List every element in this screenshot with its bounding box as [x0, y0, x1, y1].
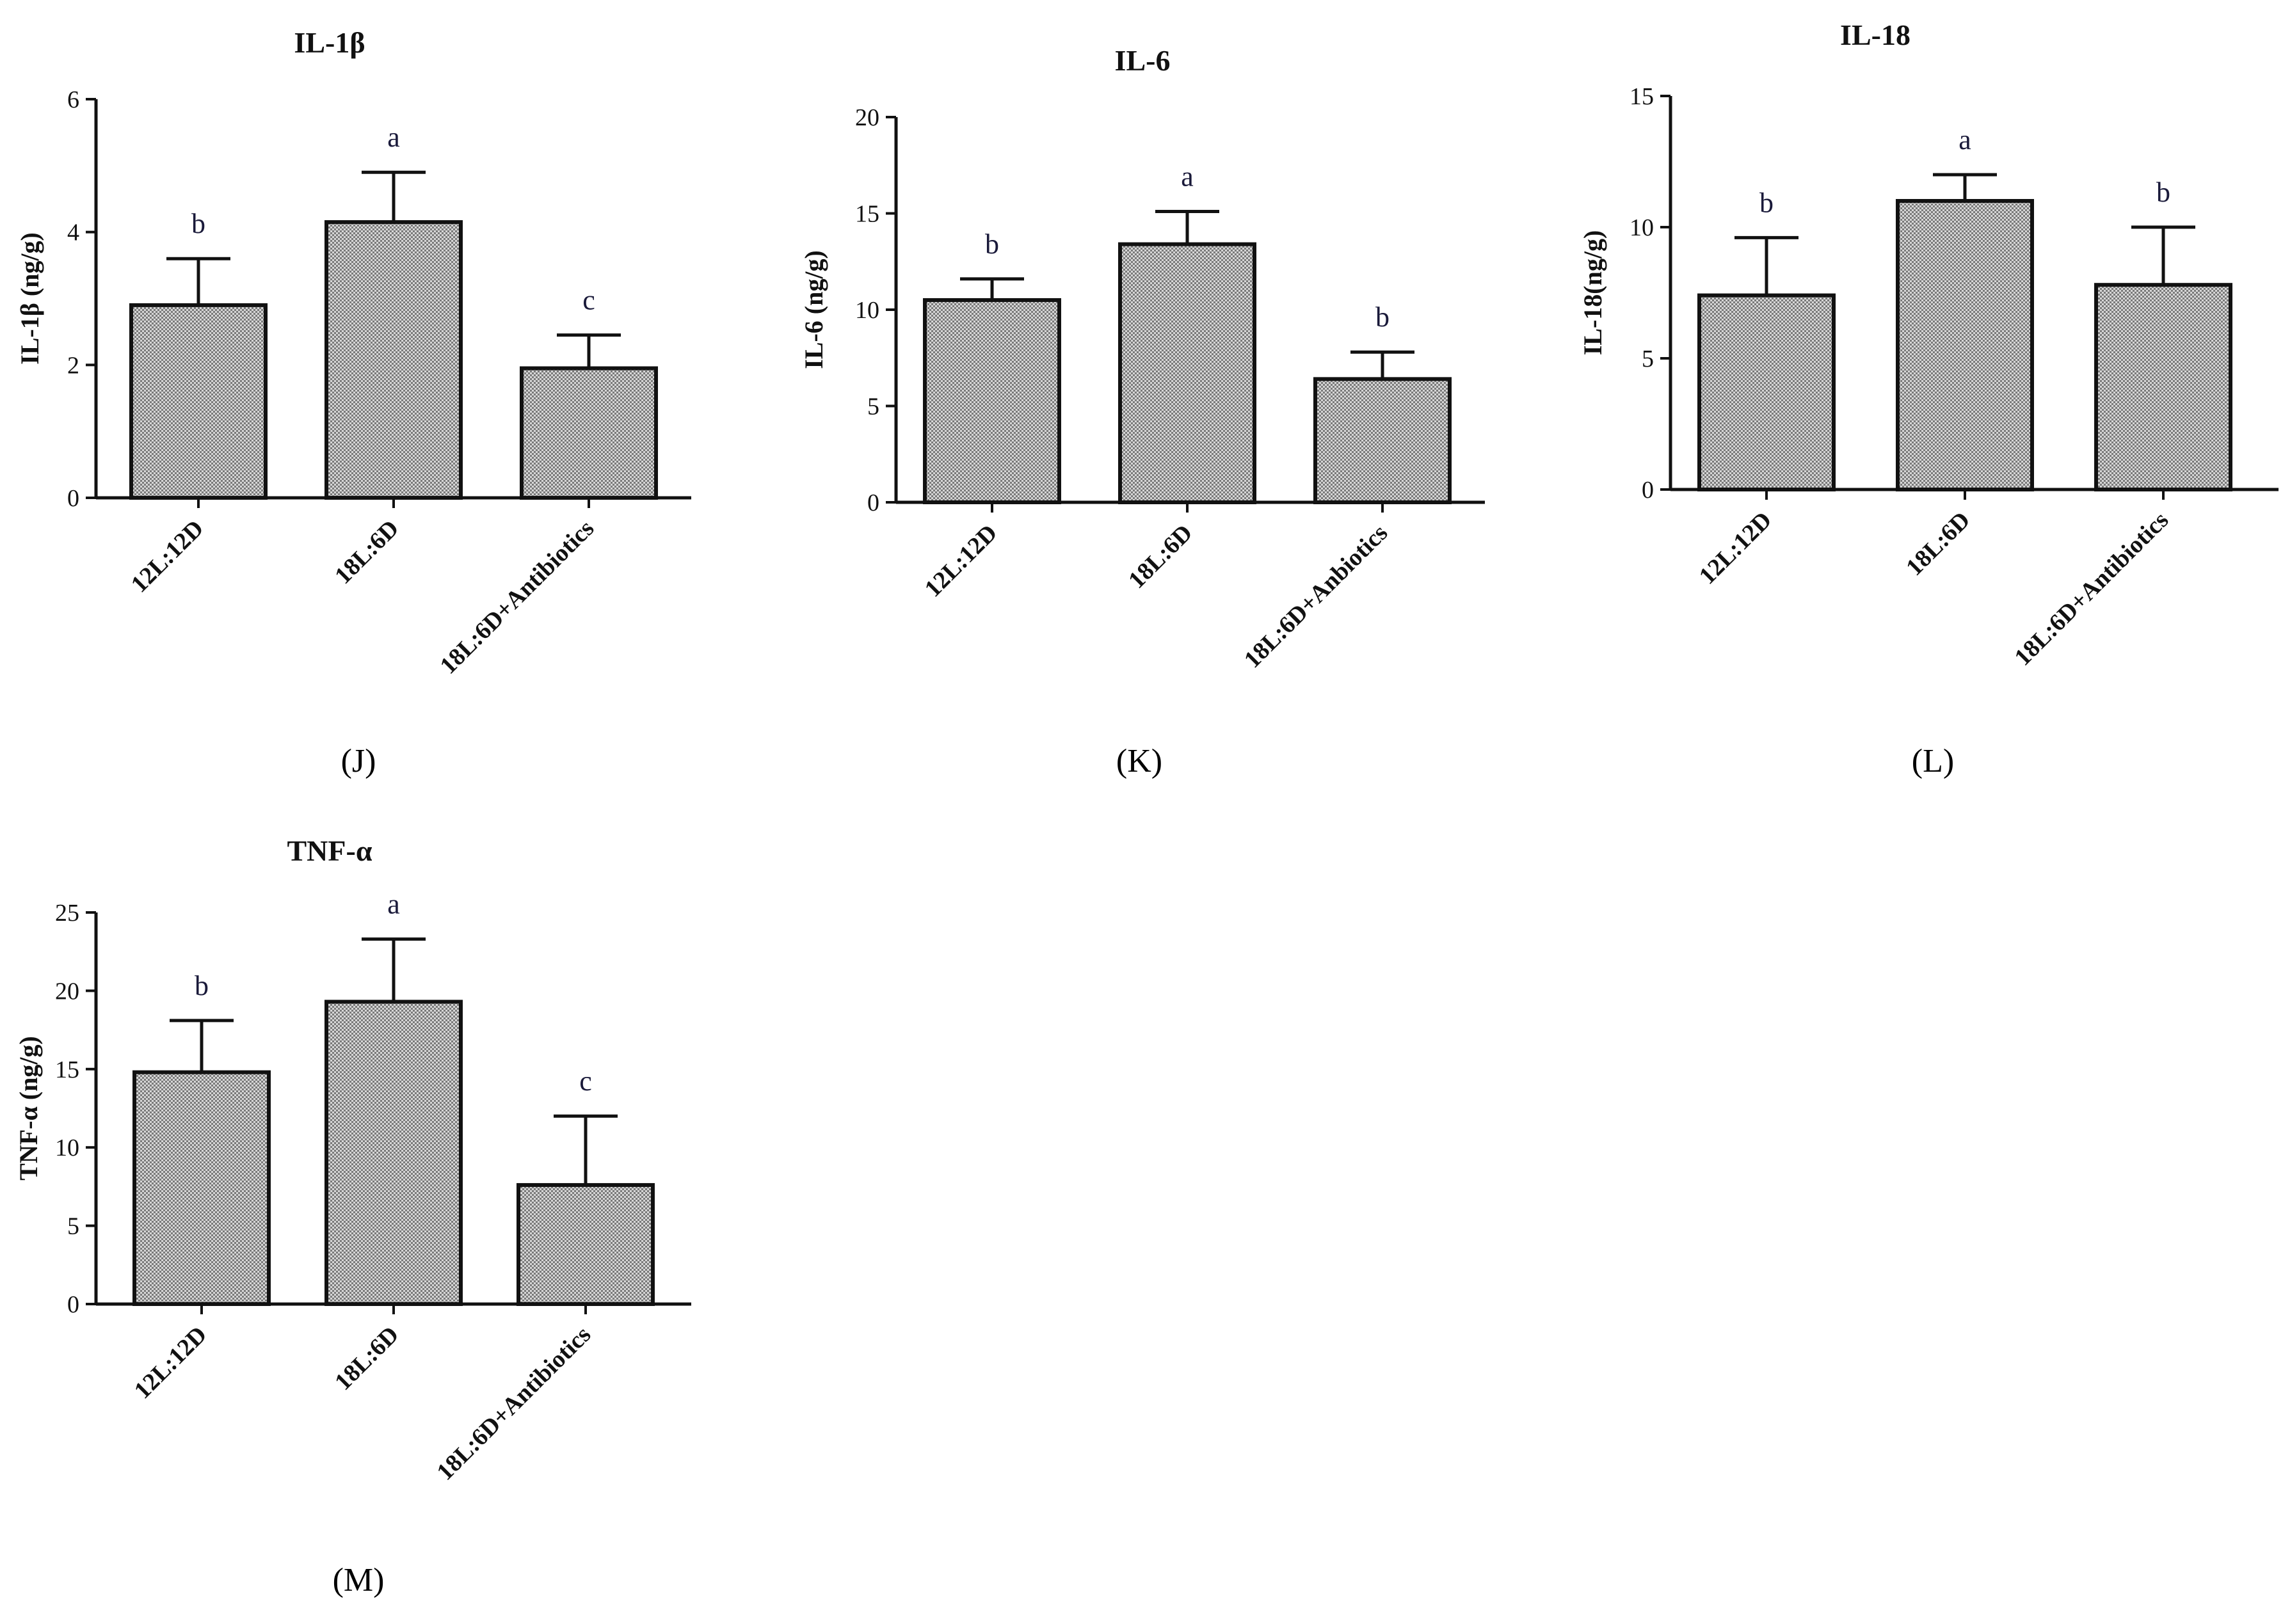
chart-title: TNF-α [287, 834, 372, 867]
bar [520, 366, 658, 500]
category-label: 18L:6D [330, 515, 404, 589]
y-tick-label: 5 [867, 394, 879, 420]
chart-panel-l: IL-18 IL-18(ng/g) 0 5 10 15 b 12L:12D a 18L:6D b 18… [1549, 0, 2283, 793]
y-tick-label: 10 [55, 1134, 79, 1161]
category-label: 18L:6D [1123, 520, 1198, 594]
bar [324, 999, 463, 1306]
category-label: 12L:12D [920, 520, 1003, 603]
panel-label-k: (K) [1116, 743, 1163, 779]
y-tick-label: 5 [1642, 346, 1654, 372]
bar [517, 1182, 655, 1307]
y-axis-label: IL-18(ng/g) [1578, 230, 1607, 356]
bar [1118, 242, 1256, 504]
significance-letter: b [195, 970, 209, 1001]
bar [324, 220, 463, 500]
bar [1697, 293, 1836, 491]
category-label: 18L:6D+Antibiotics [431, 1321, 596, 1486]
y-tick-label: 6 [67, 86, 79, 113]
chart-panel-k: IL-6 IL-6 (ng/g) 0 5 10 15 20 b 12L:12D a 18L:6D b 1… [768, 0, 1523, 793]
significance-letter: c [582, 285, 595, 316]
category-label: 18L:6D [330, 1321, 404, 1396]
y-tick-label: 25 [55, 900, 79, 927]
panel-label-j: (J) [340, 743, 376, 779]
chart-l: IL-18 IL-18(ng/g) 0 5 10 15 b 12L:12D a 18L:6D b 18… [1578, 19, 2279, 671]
category-label: 18L:6D+Anbiotics [1239, 520, 1393, 674]
chart-k: IL-6 IL-6 (ng/g) 0 5 10 15 20 b 12L:12D a 18L:6D b 1… [799, 44, 1485, 674]
y-tick-label: 20 [855, 104, 879, 131]
y-tick-label: 0 [867, 490, 879, 516]
bar [132, 1070, 271, 1306]
y-tick-label: 15 [1630, 83, 1654, 110]
y-tick-label: 10 [855, 297, 879, 324]
chart-panel-m: TNF-α TNF-α (ng/g) 0 5 10 15 20 25 b 12L:12D a 18L:… [0, 806, 755, 1624]
significance-letter: b [985, 228, 999, 260]
significance-letter: b [1759, 187, 1774, 218]
y-axis-label: IL-6 (ng/g) [799, 250, 828, 369]
chart-panel-j: IL-1β IL-1β (ng/g) 0 2 4 6 b 12L:12D a 18L:6D c 18L… [0, 0, 755, 793]
y-axis-label: IL-1β (ng/g) [15, 232, 44, 365]
significance-letter: b [1375, 301, 1390, 333]
category-label: 12L:12D [129, 1321, 212, 1405]
significance-letter: b [191, 208, 205, 239]
category-label: 12L:12D [1694, 507, 1777, 590]
chart-j: IL-1β IL-1β (ng/g) 0 2 4 6 b 12L:12D a 18L:6D c 18L… [15, 26, 691, 680]
y-tick-label: 15 [55, 1056, 79, 1083]
bar [1313, 377, 1452, 504]
chart-m: TNF-α TNF-α (ng/g) 0 5 10 15 20 25 b 12L:12D a 18L:… [14, 834, 691, 1486]
significance-letter: a [1181, 161, 1194, 192]
chart-title: IL-18 [1840, 19, 1911, 51]
y-tick-label: 10 [1630, 214, 1654, 241]
significance-letter: b [2156, 177, 2170, 208]
significance-letter: a [387, 122, 400, 153]
chart-title: IL-6 [1115, 44, 1171, 77]
bar [2094, 283, 2232, 491]
y-tick-label: 20 [55, 978, 79, 1005]
category-label: 18L:6D+Antibiotics [2009, 507, 2174, 671]
y-tick-label: 4 [67, 219, 79, 246]
category-label: 18L:6D [1901, 507, 1975, 581]
panel-label-l: (L) [1911, 743, 1955, 779]
bar [1896, 199, 2034, 491]
significance-letter: a [1959, 124, 1971, 155]
chart-title: IL-1β [294, 26, 365, 59]
significance-letter: a [387, 889, 400, 920]
bar [923, 298, 1061, 504]
y-tick-label: 0 [67, 1291, 79, 1318]
y-axis-label: TNF-α (ng/g) [14, 1036, 43, 1181]
significance-letter: c [579, 1065, 592, 1097]
category-label: 18L:6D+Antibiotics [435, 515, 599, 680]
y-tick-label: 15 [855, 201, 879, 228]
y-tick-label: 5 [67, 1213, 79, 1240]
bar [129, 303, 268, 500]
y-tick-label: 2 [67, 352, 79, 379]
y-tick-label: 0 [67, 485, 79, 512]
category-label: 12L:12D [126, 515, 209, 598]
y-tick-label: 0 [1642, 477, 1654, 504]
panel-label-m: (M) [332, 1562, 385, 1598]
